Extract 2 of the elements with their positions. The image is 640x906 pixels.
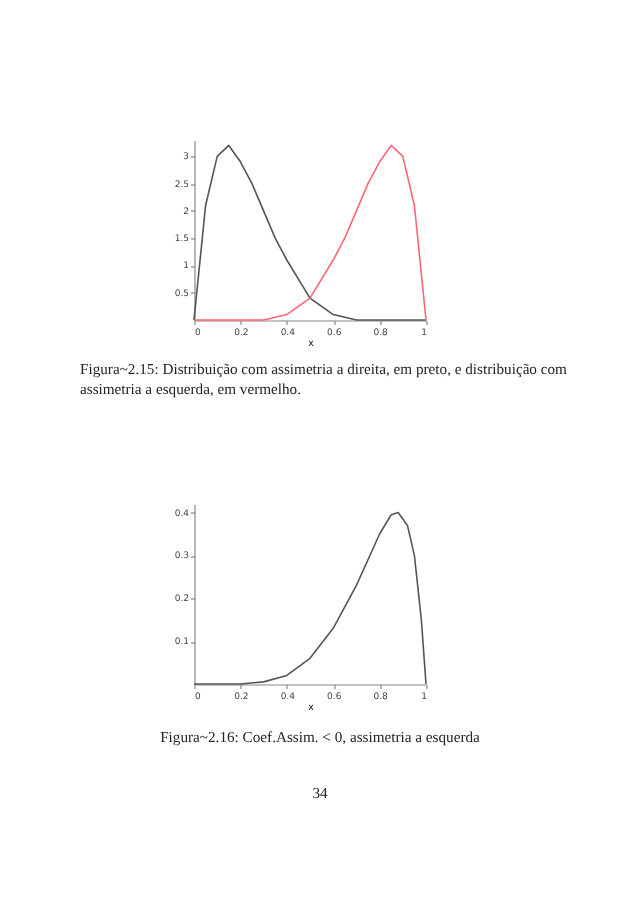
line-series xyxy=(193,511,427,685)
line-series xyxy=(193,144,427,321)
